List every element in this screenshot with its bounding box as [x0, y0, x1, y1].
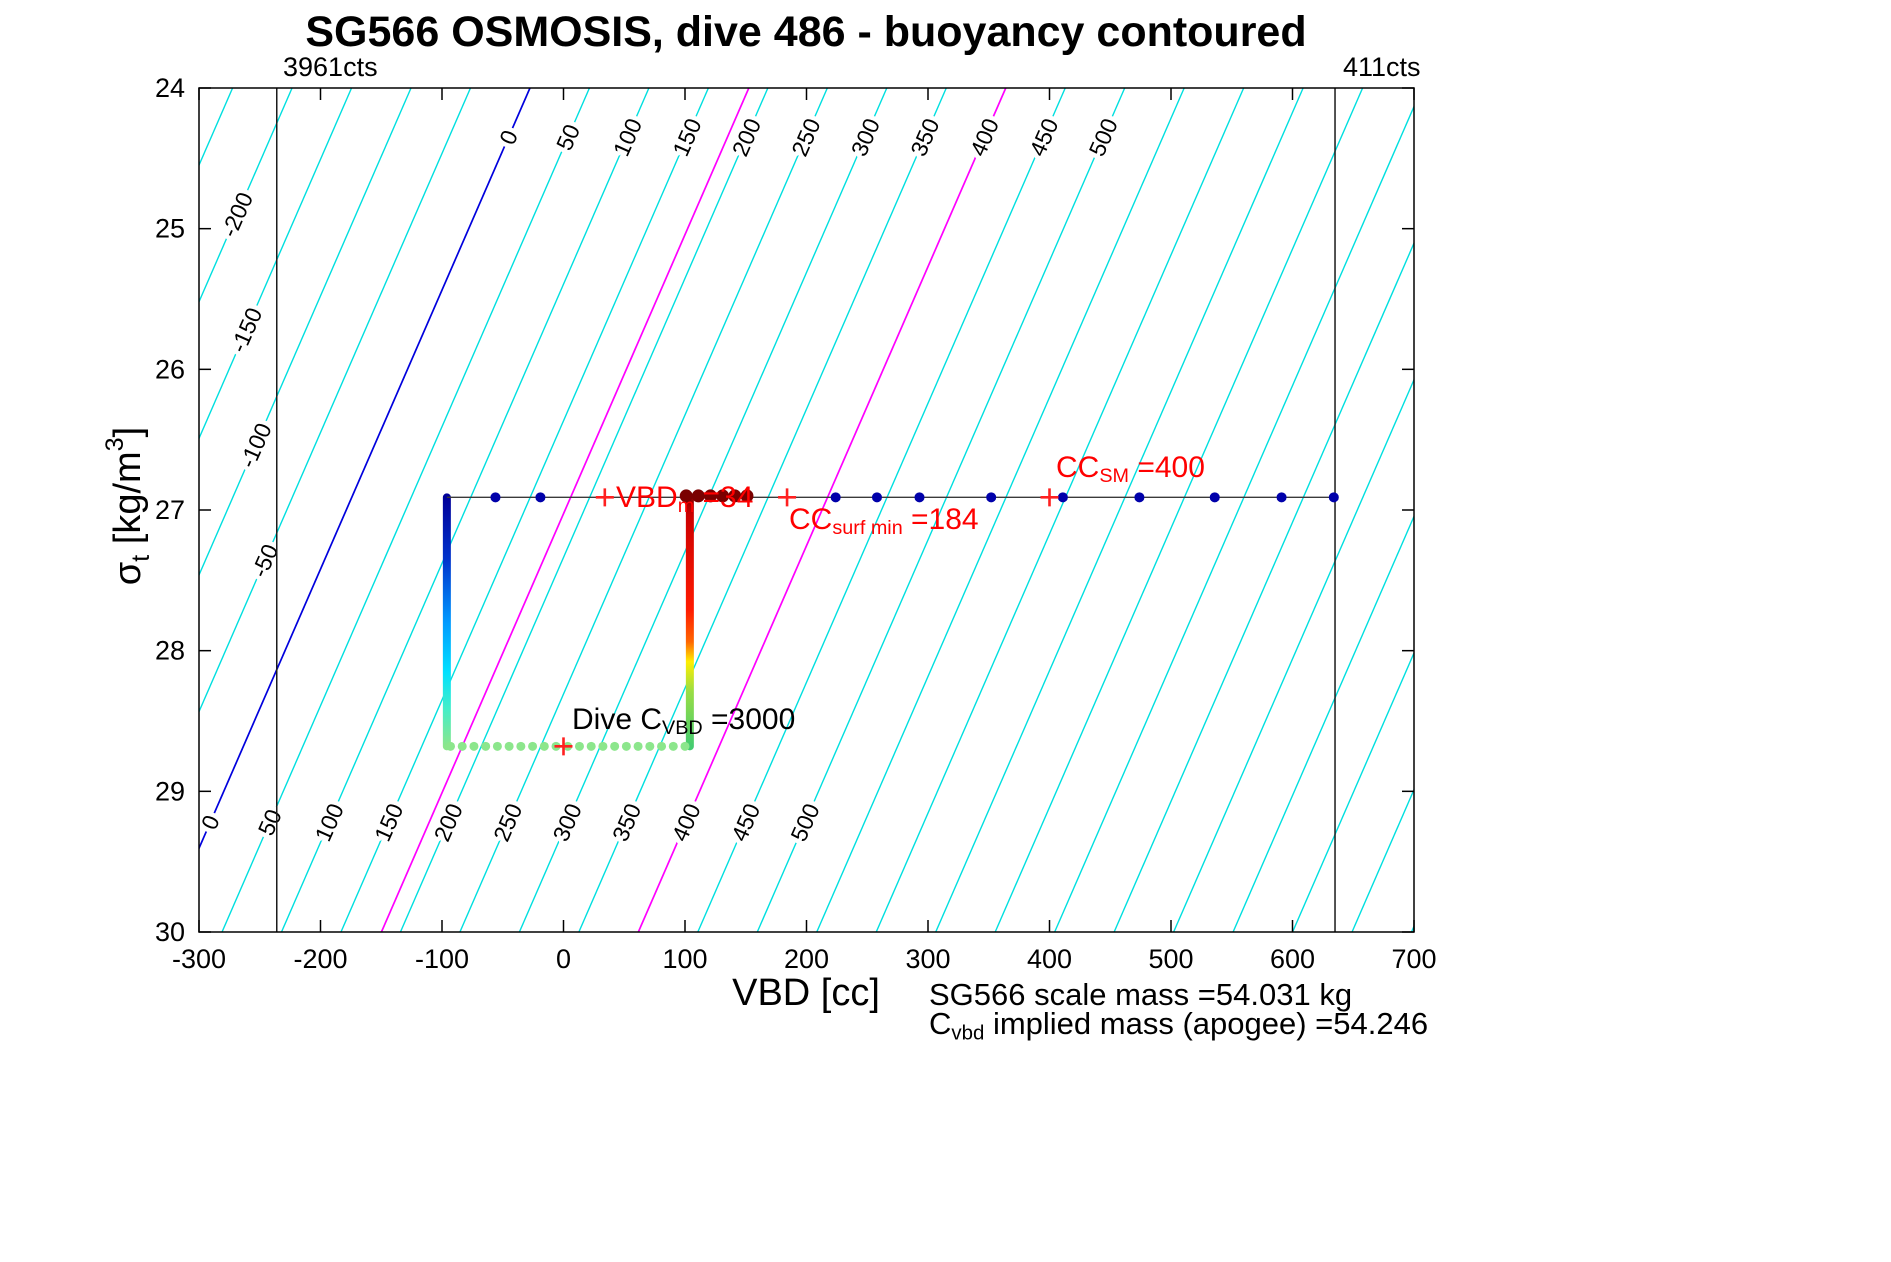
svg-text:300: 300 [846, 114, 885, 160]
ylabel-sigma: σ [106, 561, 149, 586]
label-implied-mass: Cvbd implied mass (apogee) =54.246 [929, 1006, 1428, 1045]
dive-c-value: =3000 [702, 703, 796, 736]
ylabel-sup: 3 [101, 437, 129, 452]
svg-text:24: 24 [155, 73, 185, 103]
dive-traces [442, 493, 694, 751]
vbd-m-value: =34 [694, 481, 754, 514]
ylabel-close: ] [106, 426, 149, 438]
svg-text:200: 200 [727, 114, 766, 160]
svg-text:300: 300 [547, 799, 586, 845]
implied-mass-sub: vbd [951, 1021, 985, 1045]
annotation-cc-sm: CCSM =400 [1056, 451, 1205, 488]
cc-sm-sub: SM [1099, 465, 1130, 488]
svg-text:300: 300 [905, 944, 950, 974]
svg-text:500: 500 [1084, 114, 1123, 160]
vbd-m-pre: VBD [616, 481, 678, 514]
svg-text:50: 50 [253, 805, 287, 839]
vbd-m-sub: m [677, 495, 695, 518]
svg-text:0: 0 [196, 811, 225, 833]
cc-sm-value: =400 [1129, 451, 1205, 484]
implied-mass-value: implied mass (apogee) =54.246 [984, 1006, 1429, 1041]
svg-text:500: 500 [785, 799, 824, 845]
svg-text:0: 0 [494, 126, 523, 148]
label-right-counts: 411cts [1343, 52, 1421, 82]
svg-text:200: 200 [429, 799, 468, 845]
svg-text:0: 0 [556, 944, 571, 974]
svg-text:29: 29 [155, 776, 185, 806]
cc-surf-min-value: =184 [902, 503, 979, 536]
ylabel-sub: t [127, 554, 156, 562]
svg-text:25: 25 [155, 214, 185, 244]
svg-text:30: 30 [155, 917, 185, 947]
contour-lines [199, 88, 1414, 932]
y-axis-label: σt [kg/m3] [94, 386, 155, 626]
plus-markers [554, 488, 1059, 756]
svg-text:-150: -150 [225, 304, 267, 357]
svg-text:250: 250 [488, 799, 527, 845]
cc-sm-pre: CC [1056, 451, 1100, 484]
cc-surf-min-pre: CC [789, 503, 833, 536]
svg-text:450: 450 [1024, 114, 1063, 160]
surface-dots [490, 492, 1339, 503]
chart-title: SG566 OSMOSIS, dive 486 - buoyancy conto… [305, 8, 1307, 56]
svg-text:50: 50 [551, 120, 585, 154]
svg-text:350: 350 [607, 799, 646, 845]
svg-text:-100: -100 [234, 419, 276, 472]
svg-text:100: 100 [608, 114, 647, 160]
label-left-counts: 3961cts [283, 52, 378, 82]
svg-text:-100: -100 [415, 944, 469, 974]
svg-text:250: 250 [786, 114, 825, 160]
axes: -300 -200 -100 0 100 200 300 400 500 600 700242526… [155, 73, 1437, 974]
svg-text:200: 200 [784, 944, 829, 974]
svg-text:28: 28 [155, 636, 185, 666]
annotation-cc-surf-min: CCsurf min =184 [789, 503, 979, 540]
svg-text:500: 500 [1148, 944, 1193, 974]
svg-text:150: 150 [369, 799, 408, 845]
svg-text:400: 400 [1027, 944, 1072, 974]
svg-text:700: 700 [1391, 944, 1436, 974]
svg-text:-300: -300 [172, 944, 226, 974]
svg-text:400: 400 [666, 799, 705, 845]
svg-text:400: 400 [965, 114, 1004, 160]
dive-c-sub: VBD [662, 717, 703, 740]
svg-text:600: 600 [1270, 944, 1315, 974]
label-scale-mass: SG566 scale mass =54.031 kg [929, 977, 1353, 1012]
svg-text:100: 100 [310, 799, 349, 845]
svg-text:100: 100 [662, 944, 707, 974]
dive-c-pre: Dive C [572, 703, 663, 736]
cc-surf-min-sub: surf min [832, 517, 903, 540]
svg-text:150: 150 [667, 114, 706, 160]
annotation-vbd-m: VBDm =34 [616, 481, 753, 518]
svg-text:450: 450 [726, 799, 765, 845]
annotation-dive-cvbd: Dive CVBD =3000 [572, 703, 795, 740]
svg-text:27: 27 [155, 495, 185, 525]
ylabel-units: [kg/m [106, 451, 149, 555]
apogee-dots [446, 741, 690, 751]
svg-text:-200: -200 [216, 188, 258, 241]
surface-maneuver-dots [679, 489, 754, 503]
svg-text:350: 350 [905, 114, 944, 160]
svg-text:-200: -200 [293, 944, 347, 974]
svg-text:-50: -50 [246, 540, 283, 581]
svg-text:26: 26 [155, 354, 185, 384]
implied-mass-pre: C [929, 1006, 952, 1041]
reference-lines [276, 88, 1336, 932]
x-axis-label: VBD [cc] [732, 972, 880, 1014]
